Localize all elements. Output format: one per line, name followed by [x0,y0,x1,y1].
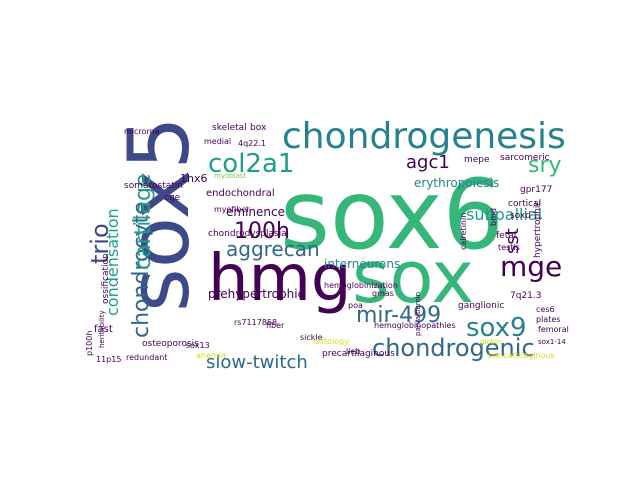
cloud-word: ossification [101,253,111,304]
cloud-word: heritability [98,310,106,348]
cloud-word: microrna [124,127,160,136]
cloud-word: erythropoiesis [414,176,499,190]
cloud-word: myoblast [214,172,247,180]
cloud-word: redundant [126,353,167,362]
cloud-word: sox9 [466,313,527,343]
cloud-word: fast [94,324,113,335]
cloud-word: 100h [234,219,290,244]
cloud-word: 1hx6 [180,172,207,185]
cloud-word: sox13 [186,341,210,350]
cloud-word: medial [204,137,231,146]
cloud-word: chondrogenesis [282,116,566,157]
cloud-word: sickle [300,333,323,342]
cloud-word: mir-499 [356,303,441,328]
cloud-word: chondrodysplasia [208,229,287,239]
cloud-word: p100h [85,331,94,356]
cloud-word: sox1-14 [538,338,566,346]
cloud-word: trio [86,223,114,264]
cloud-word: gpr177 [520,185,552,195]
cloud-word: ces6 [536,305,555,314]
cloud-word: fetal [496,231,516,241]
cloud-word: hemoglobinopathies [374,321,456,330]
cloud-word: prehypertrophic [208,287,304,301]
cloud-word: soxd [510,211,531,221]
cloud-word: 4q22.1 [238,139,266,148]
cloud-word: anemia [196,351,226,360]
cloud-word: sox6 [280,159,504,271]
cloud-word: somatostatin [124,181,183,191]
cloud-word: plates [536,315,560,324]
cloud-word: endochondral [206,188,275,199]
cloud-word: hypertrophic [533,201,543,258]
cloud-word: slow-twitch [206,352,308,373]
cloud-word: femoral [538,325,569,334]
cloud-word: box [250,123,267,133]
cloud-word: sarcomeric [500,153,550,163]
cloud-word: hmg [208,242,352,316]
cloud-word: sox [352,235,474,319]
cloud-word: eminence [226,205,285,219]
cloud-word: sst [502,228,523,254]
cloud-word: bmd [489,208,498,226]
cloud-word: hemoglobinization [324,281,398,290]
cloud-word: lieb [346,347,360,356]
cloud-word: chondrocyte [129,201,154,338]
cloud-word: globin [480,338,502,346]
cloud-word: agc1 [406,152,450,173]
cloud-word: testis [498,243,520,252]
cloud-word: col2a1 [208,149,294,179]
cloud-word: subpallial [466,205,542,224]
cloud-word: pancartilaginous [488,351,555,360]
cloud-word: fiber [266,321,285,330]
cloud-word: interneurons [324,257,400,271]
cloud-word: calretinin [459,213,468,250]
cloud-word: 11p15 [96,355,121,364]
cloud-word: mge [500,250,562,283]
cloud-word: cartilage [131,174,156,270]
cloud-word: aggrecan [226,237,320,261]
cloud-word: myofiber [214,205,250,214]
cloud-word: ontology [314,337,349,346]
cloud-word: sox5 [110,116,208,312]
cloud-word: osteoporosis [142,339,199,349]
cloud-word: cge [164,193,181,203]
cloud-word: chondrogenic [372,334,535,362]
cloud-word: ganglionic [458,301,504,311]
cloud-word: 7q21.3 [510,291,541,301]
cloud-word: rs7117858 [234,318,277,327]
cloud-word: sry [528,153,562,178]
cloud-word: skeletal [212,123,247,133]
cloud-word: poa [348,301,363,310]
cloud-word: precartilaginous [322,349,395,359]
cloud-word: parvalbumin [414,292,422,336]
cloud-word: mepe [464,155,490,165]
cloud-word: condensation [103,208,122,316]
cloud-word: cortical [508,199,541,209]
cloud-word: gmas [372,289,394,298]
